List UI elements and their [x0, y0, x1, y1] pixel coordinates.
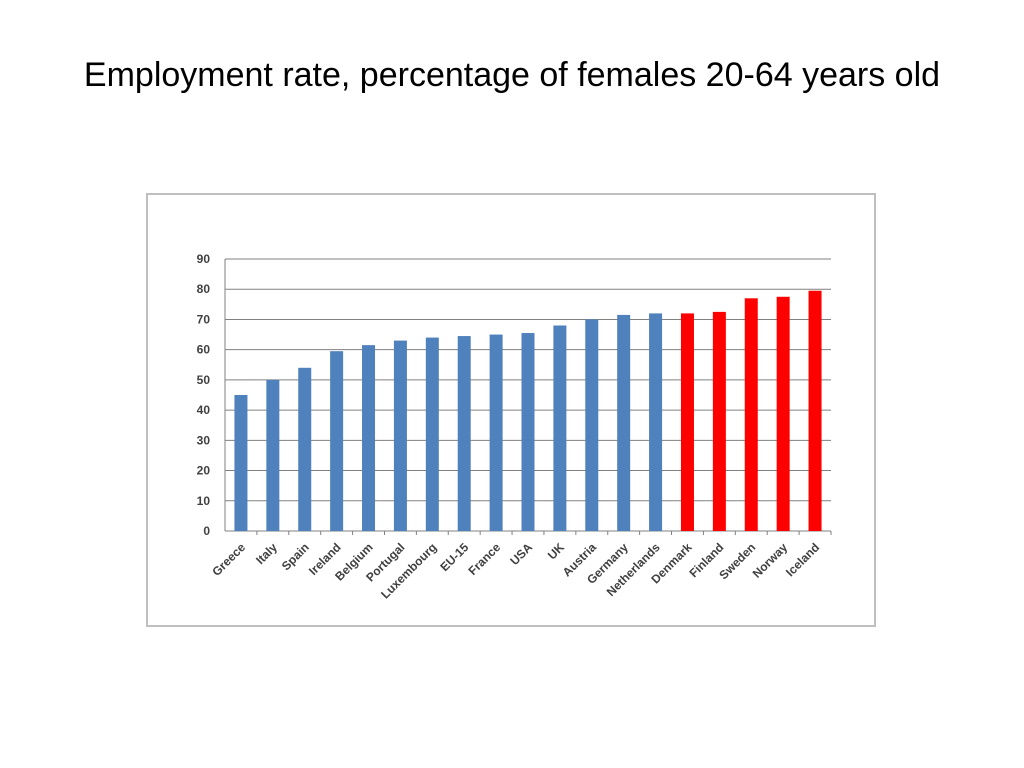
- bar: [266, 379, 280, 531]
- bar: [425, 337, 439, 531]
- x-tick-label: Norway: [750, 540, 791, 581]
- bar: [649, 313, 663, 531]
- x-tick-label: Iceland: [783, 540, 822, 579]
- chart-frame: 0 10 20 30 40 50 60 70 80 90 Greece Italy Spain Irela…: [146, 193, 876, 627]
- slide-title: Employment rate, percentage of females 2…: [83, 56, 941, 94]
- bar: [808, 290, 822, 531]
- y-tick-label: 90: [197, 252, 211, 266]
- x-tick-label: Greece: [209, 540, 248, 579]
- bar: [553, 325, 567, 531]
- bar: [393, 340, 407, 531]
- bar: [457, 336, 471, 531]
- y-tick-label: 10: [197, 494, 211, 508]
- bar: [617, 314, 631, 531]
- bar: [298, 367, 312, 531]
- y-tick-label: 20: [197, 464, 211, 478]
- bar: [489, 334, 503, 531]
- x-tick-label: Italy: [253, 540, 280, 567]
- bar: [585, 319, 599, 531]
- y-tick-label: 0: [203, 524, 210, 538]
- bar: [330, 351, 344, 531]
- x-tick-label: UK: [545, 540, 567, 562]
- bar: [362, 345, 376, 531]
- bar: [712, 311, 726, 531]
- x-tick-label: France: [465, 540, 503, 578]
- bar: [776, 296, 790, 531]
- bar: [744, 298, 758, 531]
- bar: [521, 333, 535, 531]
- y-tick-label: 50: [197, 373, 211, 387]
- y-tick-label: 60: [197, 343, 211, 357]
- y-tick-label: 30: [197, 433, 211, 447]
- bar: [234, 395, 248, 531]
- y-tick-label: 70: [197, 312, 211, 326]
- y-tick-label: 40: [197, 403, 211, 417]
- x-tick-label: USA: [507, 540, 535, 568]
- bar: [680, 313, 694, 531]
- y-tick-label: 80: [197, 282, 211, 296]
